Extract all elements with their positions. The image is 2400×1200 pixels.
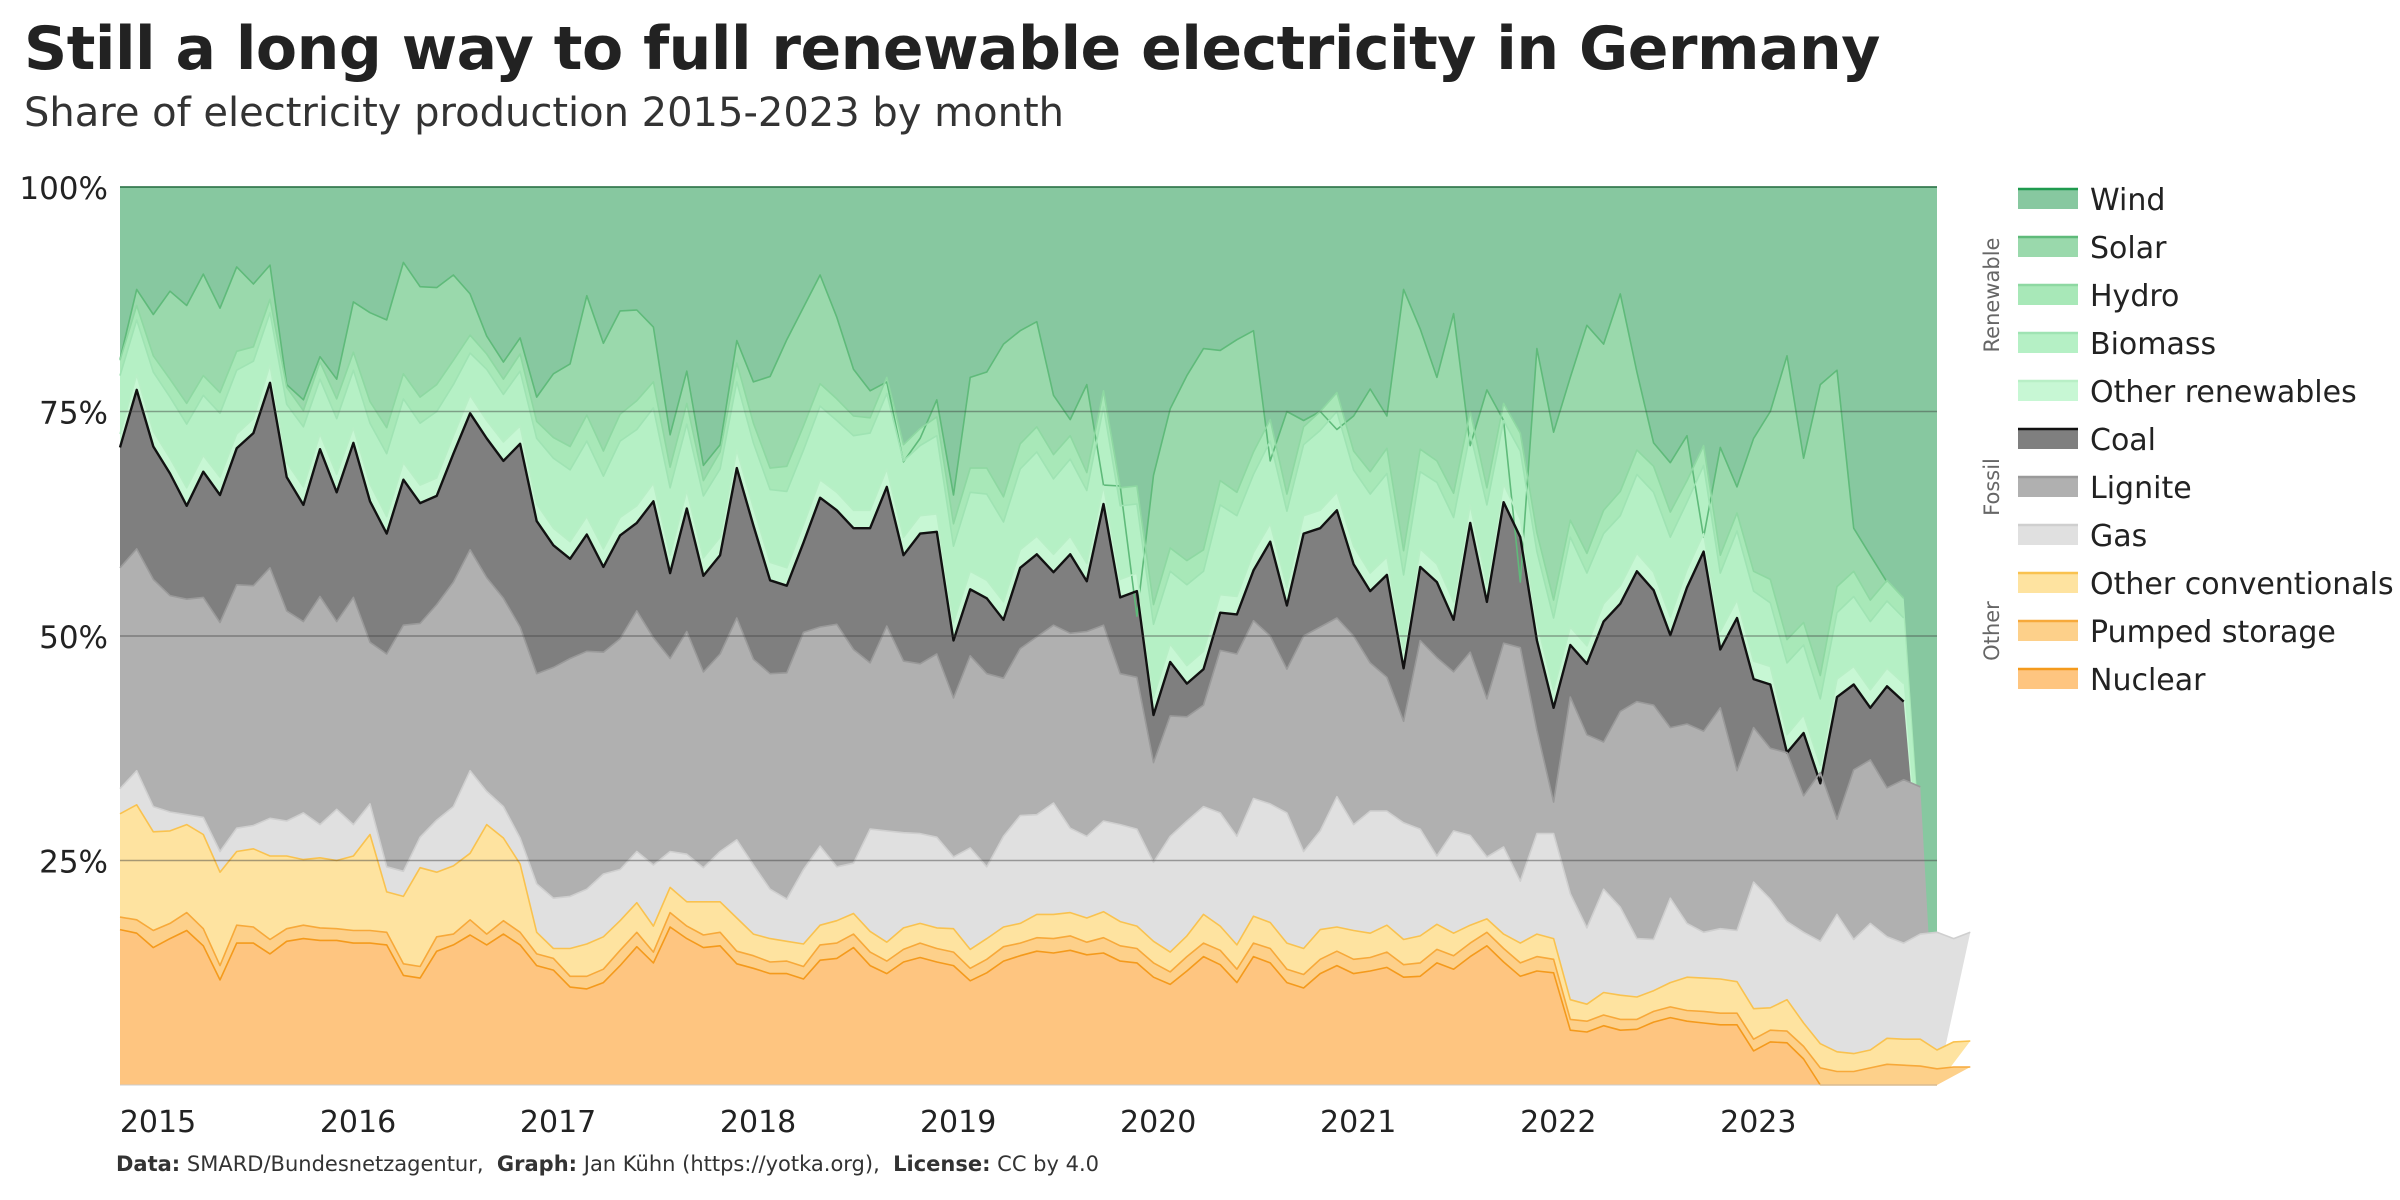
line-other-renewables bbox=[119, 364, 1905, 767]
legend-group-other: Other bbox=[1980, 601, 2004, 661]
x-tick-label: 2023 bbox=[1720, 1105, 1796, 1140]
caption-graph-label: Graph: bbox=[496, 1152, 578, 1176]
line-hydro bbox=[119, 298, 1905, 677]
legend-group-fossil: Fossil bbox=[1980, 458, 2004, 516]
legend-label-biomass: Biomass bbox=[2090, 327, 2216, 362]
line-biomass bbox=[119, 311, 1905, 700]
legend-swatch-nuclear bbox=[2018, 669, 2078, 689]
legend-label-lignite: Lignite bbox=[2090, 471, 2192, 506]
legend-swatch-solar bbox=[2018, 237, 2078, 257]
legend-swatch-lignite bbox=[2018, 477, 2078, 497]
line-other-conventionals bbox=[119, 804, 1971, 1055]
caption-license-label: License: bbox=[893, 1152, 991, 1176]
y-axis-ticks: 100% 75% 50% 25% bbox=[19, 171, 108, 881]
legend-label-pumped-storage: Pumped storage bbox=[2090, 615, 2336, 650]
caption-graph-value: Jan Kühn (https://yotka.org), bbox=[583, 1152, 880, 1176]
line-solar bbox=[119, 261, 1888, 617]
chart-subtitle: Share of electricity production 2015-202… bbox=[24, 90, 1064, 136]
y-tick-label: 50% bbox=[39, 620, 108, 656]
chart-title: Still a long way to full renewable elect… bbox=[24, 14, 1880, 84]
x-tick-label: 2022 bbox=[1520, 1105, 1596, 1140]
caption-license-value: CC by 4.0 bbox=[997, 1152, 1100, 1176]
caption-data-label: Data: bbox=[116, 1152, 181, 1176]
legend-label-hydro: Hydro bbox=[2090, 279, 2179, 314]
caption-data-value: SMARD/Bundesnetzagentur, bbox=[186, 1152, 484, 1176]
area-nuclear bbox=[120, 927, 1937, 1085]
legend-swatch-hydro bbox=[2018, 285, 2078, 305]
line-coal bbox=[118, 381, 1905, 785]
y-tick-label: 25% bbox=[39, 845, 108, 881]
y-tick-label: 75% bbox=[39, 396, 108, 432]
x-tick-label: 2016 bbox=[320, 1105, 396, 1140]
x-tick-label: 2021 bbox=[1320, 1105, 1396, 1140]
x-tick-label: 2017 bbox=[520, 1105, 596, 1140]
x-tick-label: 2018 bbox=[720, 1105, 796, 1140]
legend-label-nuclear: Nuclear bbox=[2090, 663, 2206, 698]
legend-swatch-biomass bbox=[2018, 333, 2078, 353]
legend-group-renewable: Renewable bbox=[1980, 238, 2004, 353]
legend-swatch-pumped-storage bbox=[2018, 621, 2078, 641]
line-gas bbox=[119, 769, 1971, 944]
x-tick-label: 2015 bbox=[120, 1105, 196, 1140]
legend-label-other-conventionals: Other conventionals bbox=[2090, 567, 2394, 602]
legend-swatch-other-renewables bbox=[2018, 381, 2078, 401]
legend-label-solar: Solar bbox=[2090, 231, 2167, 266]
legend-swatch-wind bbox=[2018, 189, 2078, 209]
area-layers bbox=[118, 186, 1971, 1086]
legend-label-other-renewables: Other renewables bbox=[2090, 375, 2357, 410]
legend-label-coal: Coal bbox=[2090, 423, 2156, 458]
x-tick-label: 2019 bbox=[920, 1105, 996, 1140]
caption: Data: SMARD/Bundesnetzagentur, Graph: Ja… bbox=[116, 1152, 1099, 1176]
legend-label-gas: Gas bbox=[2090, 519, 2147, 554]
line-lignite bbox=[119, 548, 1921, 820]
legend-swatch-coal bbox=[2018, 429, 2078, 449]
y-tick-label: 100% bbox=[19, 171, 108, 207]
gridlines bbox=[120, 186, 1937, 1086]
legend-swatch-gas bbox=[2018, 525, 2078, 545]
legend-label-wind: Wind bbox=[2090, 183, 2165, 218]
x-axis-ticks: 2015 2016 2017 2018 2019 2020 2021 2022 2023 bbox=[120, 1105, 1797, 1140]
legend: Wind Solar Hydro Biomass Other renewables Coa… bbox=[1980, 183, 2394, 698]
line-nuclear bbox=[119, 926, 1937, 1086]
legend-swatch-other-conventionals bbox=[2018, 573, 2078, 593]
x-tick-label: 2020 bbox=[1120, 1105, 1196, 1140]
line-pumped-storage bbox=[119, 911, 1971, 1073]
